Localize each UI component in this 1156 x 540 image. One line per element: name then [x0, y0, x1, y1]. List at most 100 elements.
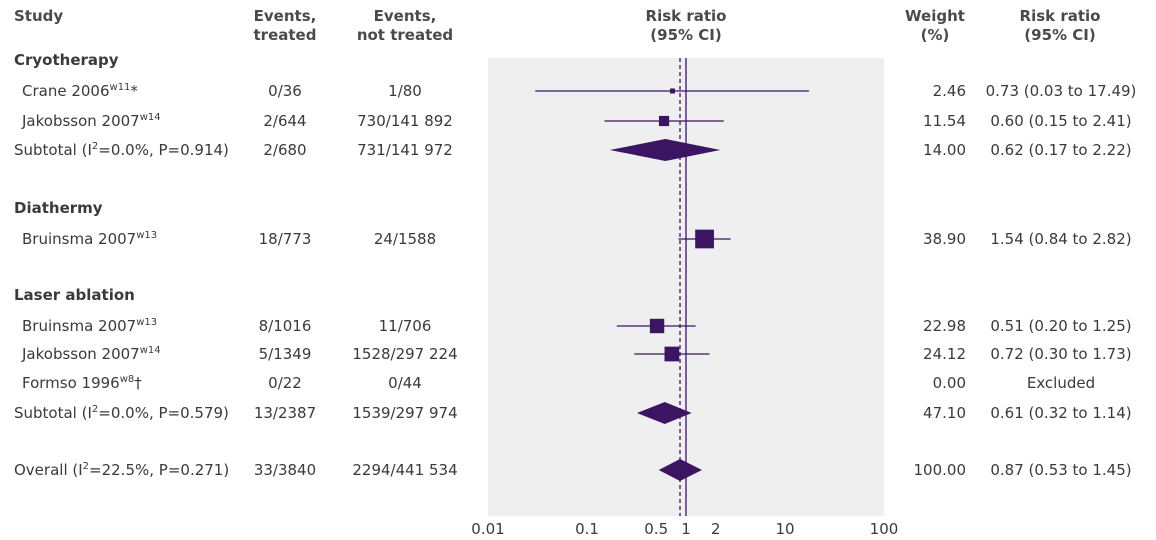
weight-cell: 2.46 — [932, 82, 966, 100]
weight-cell: 47.10 — [923, 404, 966, 422]
events-treated-cell: 8/1016 — [258, 317, 312, 335]
risk-ratio-cell: 0.72 (0.30 to 1.73) — [990, 345, 1132, 363]
subtotal-label: Subtotal (I2=0.0%, P=0.914) — [14, 140, 229, 160]
events-treated-cell: 0/36 — [268, 82, 302, 100]
point-estimate-square — [649, 318, 665, 334]
overall-diamond — [658, 459, 702, 481]
study-name: Jakobsson 2007 — [22, 345, 140, 363]
summary-label-stats: =0.0%, P=0.914) — [98, 141, 229, 159]
study-label: Formso 1996w8† — [22, 373, 142, 393]
events-not-treated-cell: 1528/297 224 — [352, 345, 458, 363]
study-reference: w11 — [109, 82, 131, 93]
summary-label: Overall (I — [14, 461, 83, 479]
section-heading: Laser ablation — [14, 286, 135, 304]
events-treated-cell: 0/22 — [268, 374, 302, 392]
study-footnote-mark: † — [134, 374, 142, 392]
header-events-treated-line1: Events, — [253, 7, 317, 25]
x-tick-label: 2 — [711, 520, 721, 538]
study-reference: w13 — [136, 317, 158, 328]
events-not-treated-cell: 730/141 892 — [357, 112, 453, 130]
summary-label: Subtotal (I — [14, 404, 92, 422]
weight-cell: 0.00 — [932, 374, 966, 392]
study-name: Crane 2006 — [22, 82, 110, 100]
study-label: Bruinsma 2007w13 — [22, 316, 157, 336]
header-events-treated: Events, treated — [240, 7, 330, 45]
header-risk-ratio-plot-line1: Risk ratio — [645, 7, 727, 25]
risk-ratio-cell: 0.87 (0.53 to 1.45) — [990, 461, 1132, 479]
study-label: Jakobsson 2007w14 — [22, 344, 161, 364]
events-not-treated-cell: 1/80 — [388, 82, 422, 100]
weight-cell: 100.00 — [913, 461, 967, 479]
header-risk-ratio-plot: Risk ratio (95% CI) — [611, 7, 761, 45]
point-estimate-square — [664, 346, 680, 362]
header-study: Study — [14, 7, 64, 25]
header-risk-ratio-col-line2: (95% CI) — [1024, 26, 1096, 44]
header-risk-ratio-plot-line2: (95% CI) — [650, 26, 722, 44]
study-name: Bruinsma 2007 — [22, 317, 137, 335]
summary-label: Subtotal (I — [14, 141, 92, 159]
weight-cell: 22.98 — [923, 317, 966, 335]
events-treated-cell: 18/773 — [258, 230, 312, 248]
x-tick-label: 0.1 — [575, 520, 599, 538]
summary-label-superscript: 2 — [82, 461, 90, 472]
subtotal-diamond — [637, 402, 692, 424]
weight-cell: 38.90 — [923, 230, 966, 248]
risk-ratio-cell: 0.61 (0.32 to 1.14) — [990, 404, 1132, 422]
study-reference: w14 — [139, 112, 161, 123]
overall-label: Overall (I2=22.5%, P=0.271) — [14, 460, 229, 480]
header-weight-line2: (%) — [920, 26, 950, 44]
summary-label-superscript: 2 — [91, 141, 99, 152]
summary-label-stats: =22.5%, P=0.271) — [89, 461, 230, 479]
weight-cell: 14.00 — [923, 141, 966, 159]
risk-ratio-cell: 0.60 (0.15 to 2.41) — [990, 112, 1132, 130]
header-events-not-treated: Events, not treated — [350, 7, 460, 45]
x-tick-label: 1 — [681, 520, 691, 538]
study-footnote-mark: * — [130, 82, 138, 100]
section-heading: Diathermy — [14, 199, 103, 217]
events-treated-cell: 2/680 — [263, 141, 307, 159]
risk-ratio-cell: 0.73 (0.03 to 17.49) — [985, 82, 1137, 100]
section-heading: Cryotherapy — [14, 51, 119, 69]
study-label: Jakobsson 2007w14 — [22, 111, 161, 131]
study-label: Bruinsma 2007w13 — [22, 229, 157, 249]
study-name: Formso 1996 — [22, 374, 120, 392]
events-not-treated-cell: 24/1588 — [373, 230, 437, 248]
point-estimate-square — [669, 88, 675, 94]
risk-ratio-cell: Excluded — [1026, 374, 1096, 392]
header-weight-line1: Weight — [905, 7, 965, 25]
study-name: Bruinsma 2007 — [22, 230, 137, 248]
study-name: Jakobsson 2007 — [22, 112, 140, 130]
weight-cell: 11.54 — [923, 112, 966, 130]
events-treated-cell: 2/644 — [263, 112, 307, 130]
risk-ratio-cell: 1.54 (0.84 to 2.82) — [990, 230, 1132, 248]
study-reference: w8 — [119, 374, 135, 385]
risk-ratio-cell: 0.62 (0.17 to 2.22) — [990, 141, 1132, 159]
events-treated-cell: 5/1349 — [258, 345, 312, 363]
header-events-not-treated-line2: not treated — [356, 26, 454, 44]
header-risk-ratio-col: Risk ratio (95% CI) — [985, 7, 1135, 45]
events-not-treated-cell: 2294/441 534 — [352, 461, 458, 479]
x-tick-label: 10 — [775, 520, 795, 538]
header-events-not-treated-line1: Events, — [373, 7, 437, 25]
header-events-treated-line2: treated — [253, 26, 317, 44]
header-risk-ratio-col-line1: Risk ratio — [1019, 7, 1101, 25]
x-tick-label: 0.01 — [471, 520, 505, 538]
point-estimate-square — [695, 229, 714, 249]
risk-ratio-cell: 0.51 (0.20 to 1.25) — [990, 317, 1132, 335]
summary-label-stats: =0.0%, P=0.579) — [98, 404, 229, 422]
study-reference: w14 — [139, 345, 161, 356]
summary-label-superscript: 2 — [91, 404, 99, 415]
header-weight: Weight (%) — [900, 7, 970, 45]
subtotal-diamond — [609, 139, 721, 161]
events-not-treated-cell: 1539/297 974 — [352, 404, 458, 422]
point-estimate-square — [658, 115, 670, 127]
events-treated-cell: 33/3840 — [253, 461, 317, 479]
study-reference: w13 — [136, 230, 158, 241]
study-label: Crane 2006w11* — [22, 81, 138, 101]
events-not-treated-cell: 11/706 — [378, 317, 432, 335]
events-not-treated-cell: 731/141 972 — [357, 141, 453, 159]
events-not-treated-cell: 0/44 — [388, 374, 422, 392]
subtotal-label: Subtotal (I2=0.0%, P=0.579) — [14, 403, 229, 423]
